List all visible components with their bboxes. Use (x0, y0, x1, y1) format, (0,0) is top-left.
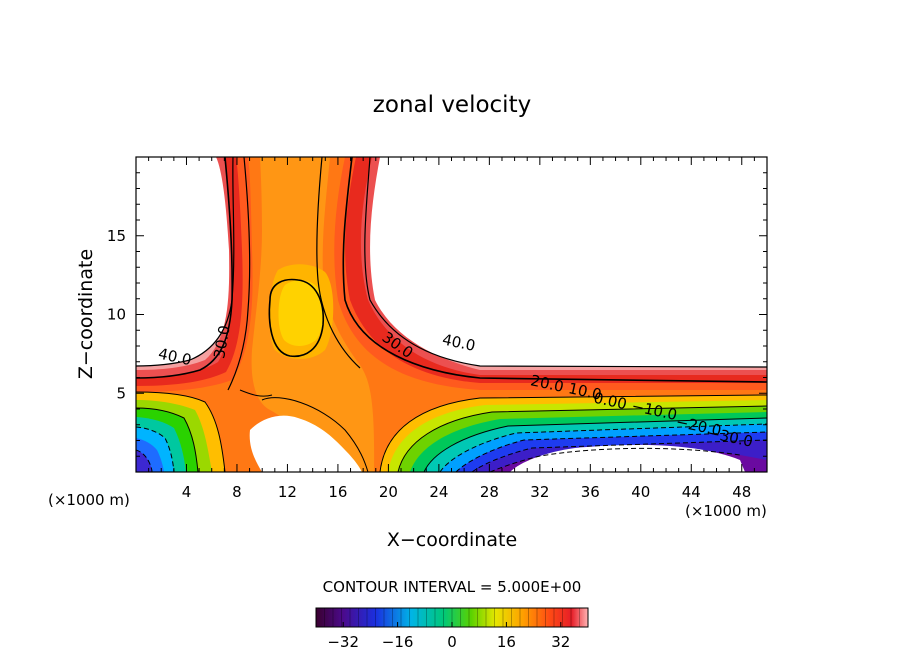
colorbar-tick-label: 0 (447, 633, 457, 651)
colorbar-tick-label: 32 (551, 633, 570, 651)
x-tick-label: 4 (182, 483, 192, 501)
x-tick-label: 32 (530, 483, 549, 501)
jet-core-3 (278, 280, 324, 346)
x-tick-label: 20 (379, 483, 398, 501)
white-pocket (249, 415, 362, 472)
x-tick-label: 36 (581, 483, 600, 501)
x-tick-label: 12 (278, 483, 297, 501)
contour-label: 40.0 (441, 330, 477, 355)
colorbar-tick-label: −16 (382, 633, 414, 651)
colorbar-tick-label: 16 (497, 633, 516, 651)
contour-label: 30.0 (210, 324, 234, 360)
contour-interval-text: CONTOUR INTERVAL = 5.000E+00 (323, 578, 582, 596)
x-unit-label-left: (×1000 m) (48, 491, 130, 509)
x-axis: 4 8 12 16 20 24 28 32 36 40 44 48 (148, 157, 755, 501)
y-tick-label: 5 (116, 384, 126, 402)
y-tick-label: 10 (107, 306, 126, 324)
x-tick-label: 28 (480, 483, 499, 501)
x-tick-label: 16 (328, 483, 347, 501)
x-unit-label-right: (×1000 m) (685, 502, 767, 520)
x-tick-label: 44 (682, 483, 701, 501)
x-tick-label: 40 (631, 483, 650, 501)
chart-title: zonal velocity (373, 92, 531, 118)
x-tick-label: 8 (232, 483, 242, 501)
y-axis: 5 10 15 (107, 172, 767, 457)
x-tick-label: 48 (732, 483, 751, 501)
colorbar: −32 −16 0 16 32 (315, 607, 589, 651)
contour-field: 40.0 30.0 30.0 40.020.0 10.00.00 −10.0−20.0−3… (136, 157, 767, 472)
left-band-m20 (136, 450, 152, 472)
x-tick-label: 24 (429, 483, 448, 501)
x-axis-title: X−coordinate (387, 529, 517, 551)
y-axis-title: Z−coordinate (75, 249, 97, 379)
colorbar-tick-label: −32 (327, 633, 359, 651)
y-tick-label: 15 (107, 227, 126, 245)
